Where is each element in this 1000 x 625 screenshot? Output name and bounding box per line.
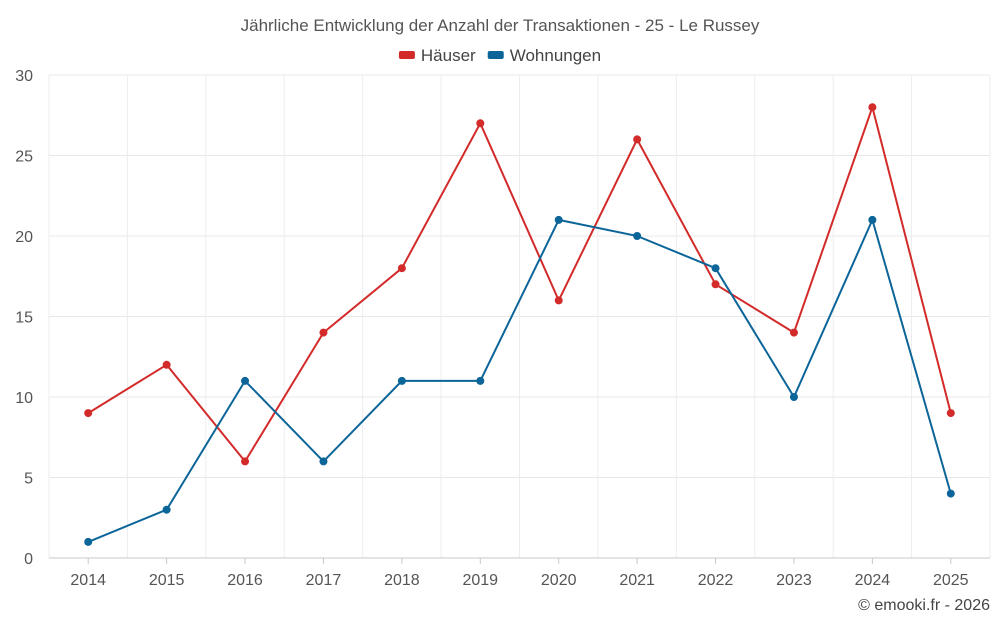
- data-point: [789, 328, 798, 337]
- x-tick-label: 2024: [855, 572, 891, 589]
- data-point: [241, 376, 250, 385]
- legend-label: Häuser: [421, 46, 476, 65]
- x-tick-label: 2014: [70, 572, 106, 589]
- x-tick-label: 2023: [776, 572, 812, 589]
- x-tick-label: 2022: [698, 572, 734, 589]
- data-point: [711, 264, 720, 273]
- data-point: [868, 215, 877, 224]
- x-tick-label: 2020: [541, 572, 577, 589]
- legend-swatch: [487, 51, 504, 59]
- x-tick-label: 2021: [619, 572, 655, 589]
- data-point: [319, 457, 328, 466]
- y-tick-label: 0: [24, 551, 33, 568]
- data-point: [319, 328, 328, 337]
- legend-label: Wohnungen: [510, 46, 601, 65]
- data-point: [633, 135, 642, 144]
- x-tick-label: 2025: [933, 572, 969, 589]
- data-point: [397, 376, 406, 385]
- credit-text: © emooki.fr - 2026: [858, 597, 990, 614]
- data-point: [162, 505, 171, 514]
- chart-title: Jährliche Entwicklung der Anzahl der Tra…: [241, 16, 760, 35]
- series-layer: [84, 103, 955, 546]
- x-tick-label: 2018: [384, 572, 420, 589]
- series-2: [84, 215, 955, 546]
- data-point: [946, 409, 955, 418]
- data-point: [554, 296, 563, 305]
- data-point: [84, 409, 93, 418]
- y-tick-label: 20: [15, 229, 33, 246]
- data-point: [476, 376, 485, 385]
- y-tick-label: 25: [15, 149, 33, 166]
- data-point: [84, 537, 93, 546]
- data-point: [946, 489, 955, 498]
- data-point: [554, 215, 563, 224]
- x-tick-label: 2015: [149, 572, 185, 589]
- legend-swatch: [398, 51, 415, 59]
- grid: [48, 74, 991, 558]
- data-point: [633, 232, 642, 240]
- series-line: [87, 106, 952, 463]
- series-1: [84, 103, 955, 466]
- legend: Häuser Wohnungen: [398, 46, 601, 65]
- data-point: [711, 280, 720, 289]
- y-tick-label: 15: [15, 310, 33, 327]
- x-tick-label: 2017: [306, 572, 342, 589]
- data-point: [397, 264, 406, 273]
- y-tick-label: 30: [15, 68, 33, 85]
- data-point: [789, 393, 798, 401]
- y-tick-label: 5: [24, 471, 33, 488]
- y-tick-label: 10: [15, 390, 33, 407]
- x-tick-label: 2016: [227, 572, 263, 589]
- data-point: [241, 457, 250, 466]
- data-point: [868, 103, 877, 112]
- x-tick-label: 2019: [462, 572, 498, 589]
- data-point: [476, 119, 485, 128]
- data-point: [162, 360, 171, 369]
- series-line: [87, 218, 952, 543]
